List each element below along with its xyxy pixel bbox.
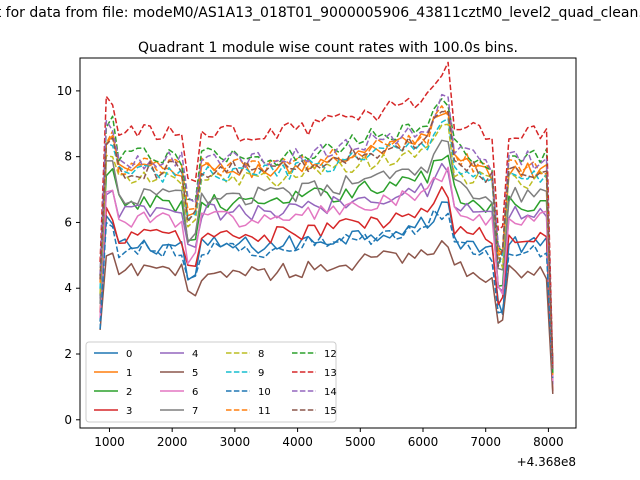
y-tick-label: 2 [64, 347, 72, 361]
series-line-7 [99, 139, 554, 375]
legend-label-0: 0 [126, 349, 132, 360]
chart-title: Quadrant 1 module wise count rates with … [138, 40, 518, 56]
legend-label-3: 3 [126, 406, 132, 417]
y-tick-label: 4 [64, 281, 72, 295]
series-line-10 [99, 209, 554, 378]
series-line-11 [99, 105, 554, 378]
x-tick-label: 5000 [345, 435, 376, 449]
legend-label-12: 12 [324, 349, 337, 360]
legend-label-7: 7 [192, 406, 198, 417]
legend-label-10: 10 [258, 387, 271, 398]
legend-label-5: 5 [192, 368, 198, 379]
x-tick-label: 1000 [94, 435, 125, 449]
legend-label-11: 11 [258, 406, 271, 417]
legend-label-6: 6 [192, 387, 198, 398]
y-tick-label: 8 [64, 150, 72, 164]
y-tick-label: 6 [64, 215, 72, 229]
series-layer [99, 61, 554, 394]
legend-label-14: 14 [324, 387, 337, 398]
x-axis-offset-label: +4.368e8 [517, 455, 576, 469]
series-line-12 [99, 98, 554, 373]
series-line-14 [99, 93, 554, 369]
series-line-15 [99, 110, 554, 369]
series-line-1 [99, 111, 554, 365]
series-line-13 [99, 61, 554, 366]
x-tick-label: 7000 [470, 435, 501, 449]
x-tick-label: 6000 [408, 435, 439, 449]
legend-label-15: 15 [324, 406, 337, 417]
legend-label-9: 9 [258, 368, 264, 379]
legend-label-8: 8 [258, 349, 264, 360]
x-tick-label: 4000 [282, 435, 313, 449]
legend-label-1: 1 [126, 368, 132, 379]
y-axis: 0 2 4 6 8 10 [57, 84, 80, 427]
x-tick-label: 2000 [157, 435, 188, 449]
axes-frame [79, 57, 577, 429]
x-tick-label: 8000 [533, 435, 564, 449]
series-line-6 [99, 166, 554, 382]
series-line-5 [99, 240, 554, 394]
legend-box [85, 341, 337, 423]
y-tick-label: 10 [57, 84, 72, 98]
series-line-9 [99, 117, 554, 366]
legend-label-13: 13 [324, 368, 337, 379]
series-line-0 [99, 201, 554, 383]
legend-label-2: 2 [126, 387, 132, 398]
figure-suptitle: Plot for data from file: modeM0/AS1A13_0… [0, 5, 640, 21]
x-axis: 1000 2000 3000 4000 5000 6000 7000 8000 [94, 428, 564, 449]
plot-area: 1000 2000 3000 4000 5000 6000 7000 8000 0246810… [57, 57, 577, 469]
y-tick-label: 0 [64, 413, 72, 427]
x-tick-label: 3000 [220, 435, 251, 449]
legend-label-4: 4 [192, 349, 198, 360]
series-line-3 [99, 186, 554, 392]
